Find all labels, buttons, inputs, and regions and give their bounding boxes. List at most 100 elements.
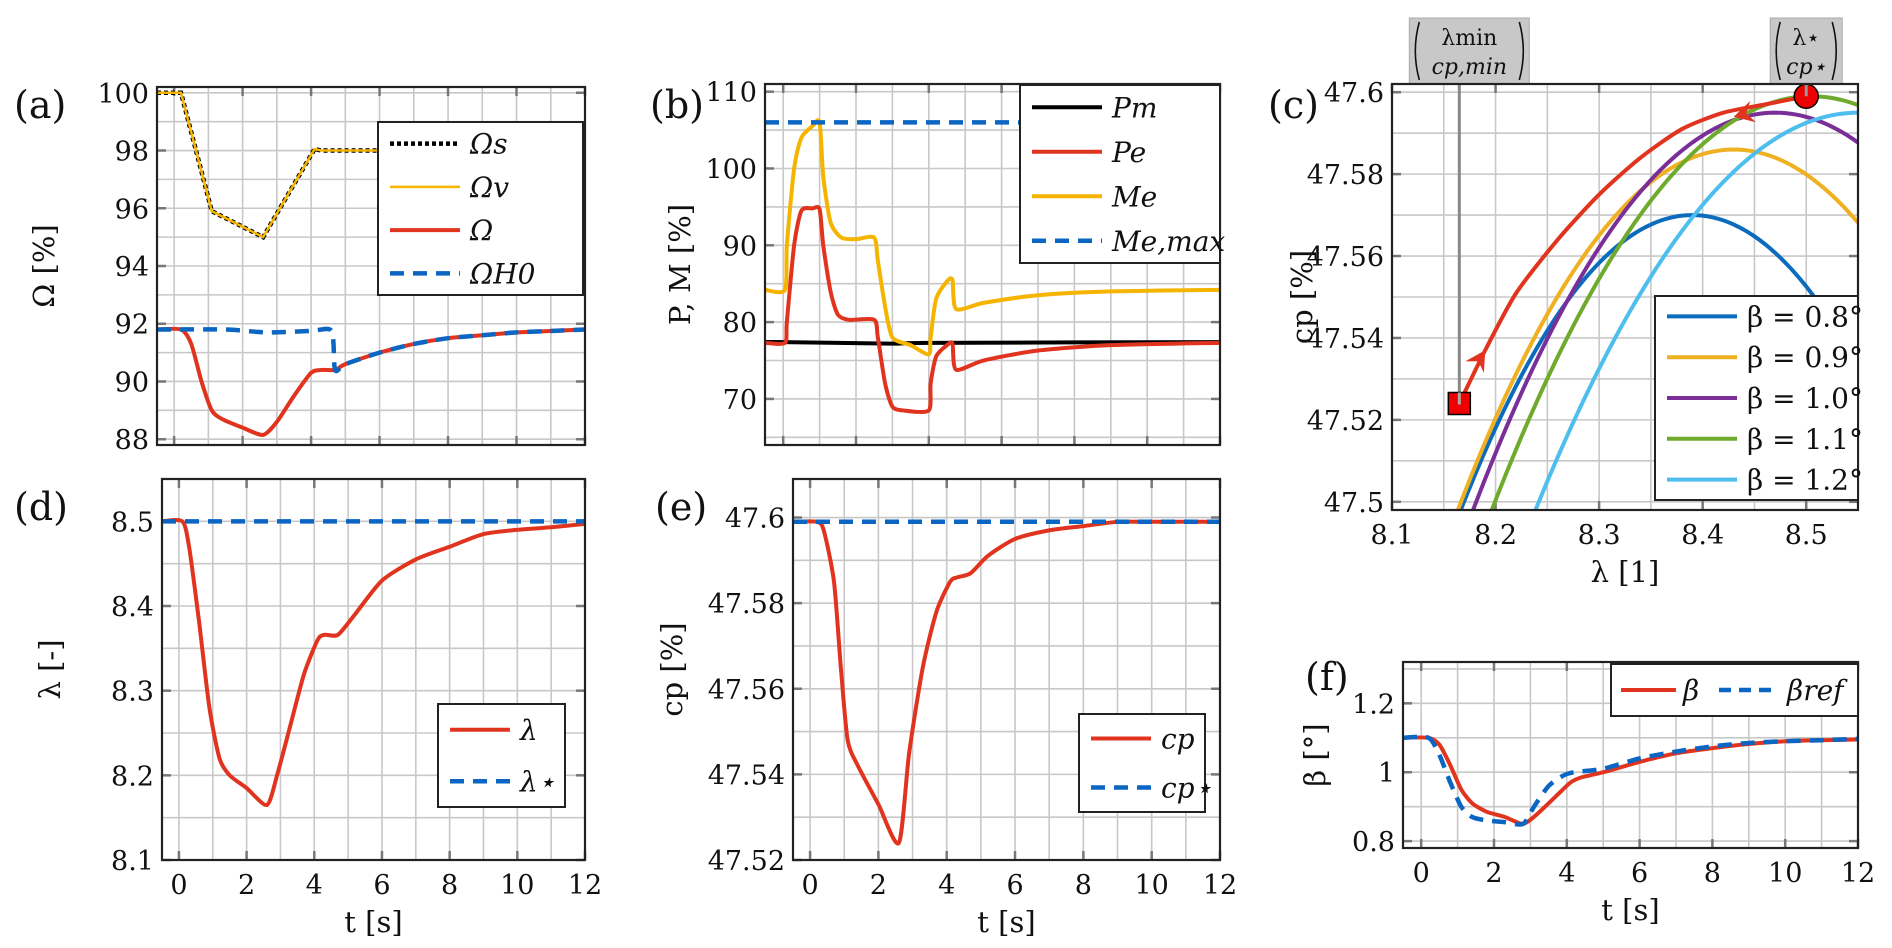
y-tick-label: 100	[705, 154, 757, 185]
series-line--	[1403, 735, 1858, 826]
annotation-line2: cp⋆	[1786, 55, 1826, 80]
legend-label: β = 0.8°	[1747, 300, 1863, 333]
left-paren	[1414, 21, 1421, 81]
y-tick-label: 0.8	[1352, 827, 1395, 858]
x-tick-label: 8.3	[1578, 520, 1621, 551]
series-line--h0	[157, 326, 585, 374]
x-tick-label: 8	[1075, 870, 1092, 901]
legend-box	[377, 121, 584, 296]
y-axis-label: β [°]	[1298, 723, 1332, 786]
legend: Pm Pe Me Me,max	[1019, 84, 1225, 264]
y-tick-label: 8.2	[111, 761, 154, 792]
y-tick-label: 47.54	[708, 760, 785, 791]
plot-area	[162, 517, 585, 807]
panel-label: (b)	[650, 83, 704, 127]
plot-area	[1455, 84, 1858, 510]
y-tick-label: 80	[723, 308, 757, 339]
y-tick-label: 98	[115, 137, 149, 168]
x-tick-label: 10	[1135, 870, 1169, 901]
series-line-beta-1	[1455, 147, 1858, 510]
y-tick-label: 70	[723, 385, 757, 416]
legend-label: β = 1.2°	[1747, 464, 1863, 497]
y-tick-label: 1.2	[1352, 689, 1395, 720]
panel-label: (d)	[14, 485, 68, 529]
x-tick-label: 4	[1558, 858, 1575, 889]
series-line-c-p	[793, 519, 1220, 846]
legend-label: cp	[1161, 723, 1195, 756]
legend-label: cp⋆	[1161, 772, 1212, 805]
x-axis-label: t [s]	[344, 905, 402, 939]
y-tick-label: 96	[115, 194, 149, 225]
y-axis-label: λ [-]	[33, 639, 67, 699]
x-tick-label: 6	[1631, 858, 1648, 889]
y-tick-label: 47.58	[1307, 160, 1384, 191]
axes-frame	[763, 82, 1222, 447]
legend: β βref	[1610, 663, 1859, 717]
panel-label: (e)	[655, 485, 707, 529]
y-tick-label: 90	[115, 367, 149, 398]
lambda-star-annotation: λ⋆ cp⋆	[1769, 17, 1843, 85]
legend: λ λ⋆	[437, 703, 566, 808]
y-tick-label: 110	[705, 78, 757, 109]
y-tick-label: 8.5	[111, 507, 154, 538]
y-tick-label: 100	[97, 79, 149, 110]
axes-frame	[160, 477, 587, 862]
x-tick-label: 6	[373, 870, 390, 901]
legend: cp cp⋆	[1078, 713, 1212, 813]
x-tick-label: 8.2	[1474, 520, 1517, 551]
x-tick-label: 8	[441, 870, 458, 901]
annotation-line1: λmin	[1441, 26, 1497, 51]
legend-label: λ	[519, 714, 538, 747]
plot-area	[1403, 734, 1858, 827]
panel-e: 47.52 47.54 47.56 47.58 47.6 0 2 4 6 8 10 12 t [s] cp…	[655, 477, 1237, 939]
series-line-beta-4	[1533, 110, 1858, 510]
panel-a: 88 90 92 94 96 98 100 Ω [%] (a) Ωs Ωv Ω ΩH0	[14, 79, 587, 456]
plot-area	[793, 519, 1220, 846]
x-axis-label: t [s]	[977, 905, 1035, 939]
legend: Ωs Ωv Ω ΩH0	[377, 121, 584, 296]
x-axis-label: λ [1]	[1591, 555, 1660, 589]
legend-label-beta-ref: βref	[1786, 674, 1848, 707]
x-tick-label: 0	[801, 870, 818, 901]
x-tick-label: 0	[170, 870, 187, 901]
right-paren	[1831, 21, 1838, 81]
right-paren	[1518, 21, 1525, 81]
y-tick-label: 47.56	[1307, 242, 1384, 273]
legend-label: β = 1.1°	[1747, 423, 1863, 456]
y-tick-label: 8.3	[111, 677, 154, 708]
y-axis-label: Ω [%]	[27, 224, 61, 307]
annotation-line1: λ⋆	[1792, 26, 1820, 51]
legend-box	[437, 703, 566, 808]
arrow-back-icon	[1733, 100, 1756, 123]
series-line-p-e	[765, 204, 1220, 414]
annotation-line2: cp,min	[1432, 55, 1507, 80]
y-axis-label: P, M [%]	[663, 204, 697, 325]
y-tick-label: 47.52	[1307, 406, 1384, 437]
series-line--	[162, 517, 585, 807]
legend-label: Pe	[1111, 136, 1146, 169]
x-tick-label: 6	[1006, 870, 1023, 901]
legend-label: Ωs	[469, 128, 508, 161]
x-axis-label: t [s]	[1601, 893, 1659, 927]
annotation-box	[1769, 17, 1843, 85]
y-tick-label: 8.1	[111, 846, 154, 877]
series-line-beta-2	[1470, 110, 1858, 510]
annotation-box	[1408, 17, 1530, 85]
x-tick-label: 10	[500, 870, 534, 901]
x-tick-label: 4	[938, 870, 955, 901]
x-tick-label: 12	[1203, 870, 1237, 901]
legend-label: β = 0.9°	[1747, 341, 1863, 374]
y-tick-label: 47.54	[1307, 324, 1384, 355]
x-tick-label: 8.4	[1681, 520, 1724, 551]
y-axis-label: cp [%]	[655, 622, 689, 716]
x-tick-label: 2	[870, 870, 887, 901]
y-tick-label: 90	[723, 231, 757, 262]
legend: β = 0.8° β = 0.9° β = 1.0° β = 1.1° β = 1.2°	[1654, 295, 1863, 501]
y-tick-label: 1	[1378, 758, 1395, 789]
y-tick-label: 47.5	[1324, 488, 1384, 519]
plot-area	[157, 90, 585, 437]
y-tick-label: 47.58	[708, 589, 785, 620]
y-tick-label: 88	[115, 425, 149, 456]
y-tick-label: 94	[115, 252, 149, 283]
